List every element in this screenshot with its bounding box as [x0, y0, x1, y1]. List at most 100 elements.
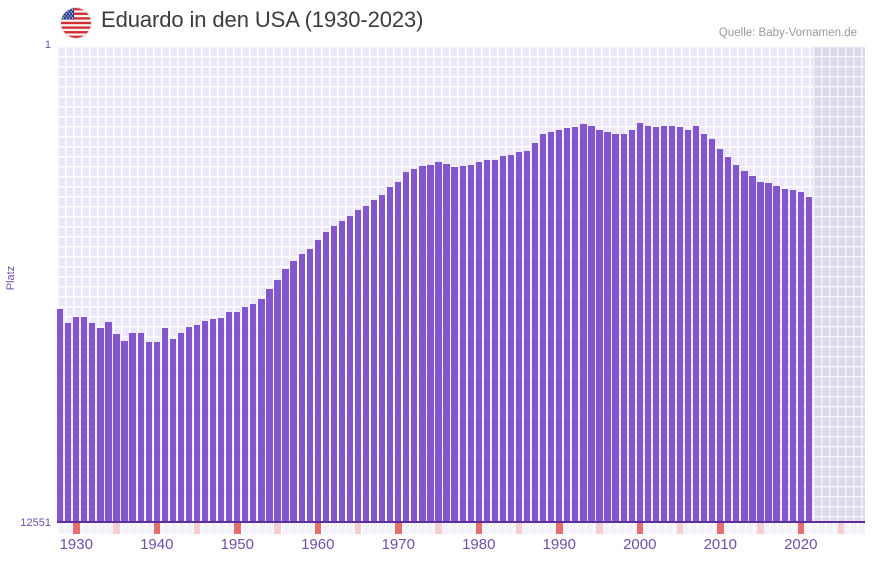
bar[interactable] [354, 210, 362, 521]
bar[interactable] [137, 333, 144, 521]
bar[interactable] [564, 128, 571, 521]
bar[interactable] [306, 249, 313, 521]
bar[interactable] [443, 164, 450, 521]
bar[interactable] [362, 206, 370, 521]
bar[interactable] [523, 151, 531, 521]
bar[interactable] [580, 124, 587, 521]
bar[interactable] [81, 317, 88, 521]
bar[interactable] [692, 126, 700, 521]
bar[interactable] [781, 189, 788, 521]
bar[interactable] [290, 261, 297, 521]
bar[interactable] [65, 323, 72, 521]
bar[interactable] [97, 328, 104, 521]
y-axis-bottom-label: 12551 [20, 517, 51, 529]
bar[interactable] [145, 342, 152, 521]
bar[interactable] [185, 327, 193, 521]
bar[interactable] [266, 289, 273, 521]
bar[interactable] [73, 317, 80, 521]
bar[interactable] [193, 325, 201, 521]
bar[interactable] [588, 126, 595, 521]
bar[interactable] [314, 240, 321, 521]
bar[interactable] [411, 169, 418, 521]
bar[interactable] [330, 226, 337, 521]
bar[interactable] [435, 162, 442, 521]
bar[interactable] [403, 172, 410, 521]
bar[interactable] [515, 152, 523, 521]
bar[interactable] [684, 130, 692, 521]
bar[interactable] [419, 166, 426, 521]
bar[interactable] [733, 165, 740, 521]
bar[interactable] [701, 134, 708, 521]
bar[interactable] [540, 134, 547, 521]
bar[interactable] [129, 333, 136, 521]
bar[interactable] [531, 143, 539, 521]
bar[interactable] [105, 322, 112, 521]
bar[interactable] [121, 341, 128, 521]
bar[interactable] [757, 182, 764, 521]
bar[interactable] [596, 130, 603, 521]
x-axis-tick-label: 2010 [703, 536, 737, 553]
bar[interactable] [636, 123, 643, 521]
bar[interactable] [741, 171, 748, 521]
bar[interactable] [749, 176, 756, 521]
bar[interactable] [612, 134, 619, 521]
bar[interactable] [459, 166, 466, 521]
bar[interactable] [218, 318, 225, 521]
bar[interactable] [773, 186, 780, 521]
bar[interactable] [475, 162, 482, 521]
bar[interactable] [161, 328, 168, 521]
bar[interactable] [427, 165, 434, 521]
bar[interactable] [789, 190, 796, 521]
bar[interactable] [644, 126, 651, 521]
bar[interactable] [234, 312, 241, 521]
bar[interactable] [274, 280, 281, 521]
bar[interactable] [153, 342, 160, 521]
bar[interactable] [491, 160, 498, 521]
bar[interactable] [322, 232, 329, 521]
bar[interactable] [556, 130, 563, 521]
bar[interactable] [298, 254, 305, 521]
y-axis-title: Platz [5, 265, 17, 291]
bar[interactable] [628, 130, 635, 521]
bar[interactable] [250, 304, 257, 521]
bar[interactable] [451, 167, 458, 521]
x-axis-tick-label: 1950 [220, 536, 254, 553]
bar[interactable] [467, 165, 474, 521]
bar[interactable] [258, 299, 265, 521]
bar[interactable] [338, 221, 346, 521]
bar[interactable] [507, 155, 515, 521]
bar[interactable] [169, 339, 176, 521]
bar[interactable] [177, 333, 185, 521]
bar[interactable] [57, 309, 64, 521]
bar[interactable] [346, 216, 354, 521]
bar[interactable] [226, 312, 233, 521]
bar[interactable] [765, 183, 772, 521]
x-axis-tick-label: 1930 [59, 536, 93, 553]
bar[interactable] [797, 192, 804, 521]
bar[interactable] [201, 321, 209, 521]
bar[interactable] [668, 126, 676, 521]
bar[interactable] [282, 269, 289, 521]
bar[interactable] [113, 334, 120, 521]
bar[interactable] [660, 126, 668, 521]
bar[interactable] [725, 157, 732, 521]
bar[interactable] [709, 139, 716, 521]
bar[interactable] [370, 200, 378, 521]
bar[interactable] [242, 307, 249, 521]
bar[interactable] [395, 182, 402, 521]
bar[interactable] [209, 319, 217, 521]
bar[interactable] [604, 132, 611, 521]
bar[interactable] [805, 197, 812, 521]
bar[interactable] [572, 127, 579, 521]
bar[interactable] [387, 187, 394, 521]
bar[interactable] [620, 134, 627, 521]
bar[interactable] [717, 149, 724, 521]
bar[interactable] [89, 323, 96, 521]
bar[interactable] [548, 132, 555, 521]
bar[interactable] [652, 127, 659, 521]
no-data-region [812, 46, 865, 521]
bar[interactable] [499, 156, 507, 521]
bar[interactable] [379, 195, 386, 521]
bar[interactable] [483, 160, 490, 521]
bar[interactable] [676, 127, 684, 521]
